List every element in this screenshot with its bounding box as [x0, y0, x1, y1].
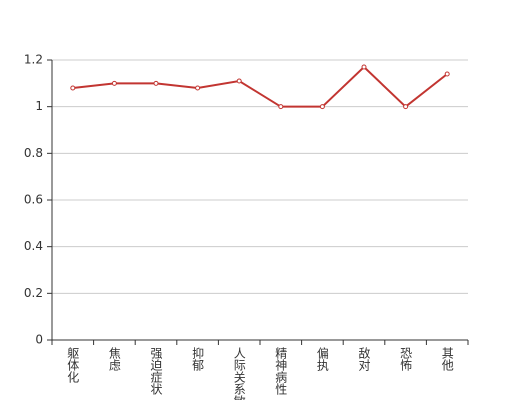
x-tick-label: 精神病性	[274, 347, 288, 396]
point	[319, 104, 325, 110]
point	[403, 104, 409, 110]
y-tick-label: 0.8	[24, 146, 43, 160]
point	[236, 78, 242, 84]
point	[278, 104, 284, 110]
point	[70, 85, 76, 91]
point	[111, 80, 117, 86]
point	[195, 85, 201, 91]
x-tick-label: 强迫症状	[149, 347, 163, 395]
y-tick-label: 1.2	[24, 53, 43, 67]
y-tick-label: 0.6	[24, 193, 43, 207]
x-tick-label: 抑郁	[191, 346, 205, 372]
x-tick-label: 敌对	[357, 346, 371, 371]
x-tick-label: 焦虑	[107, 347, 121, 371]
x-tick-label: 偏执	[315, 346, 329, 372]
point	[361, 64, 367, 70]
x-tick-label: 恐怖	[399, 347, 413, 371]
y-tick-label: 0.4	[24, 239, 43, 253]
line	[72, 65, 448, 108]
y-tick-label: 1	[35, 99, 43, 113]
point	[444, 71, 450, 77]
x-tick-label: 躯体化	[66, 346, 80, 384]
x-tick-label: 人际关系敏感	[232, 347, 246, 400]
y-tick-label: 0	[35, 333, 43, 347]
point	[153, 80, 159, 86]
y-tick-label: 0.2	[24, 286, 43, 300]
x-tick-label: 其他	[440, 347, 454, 371]
